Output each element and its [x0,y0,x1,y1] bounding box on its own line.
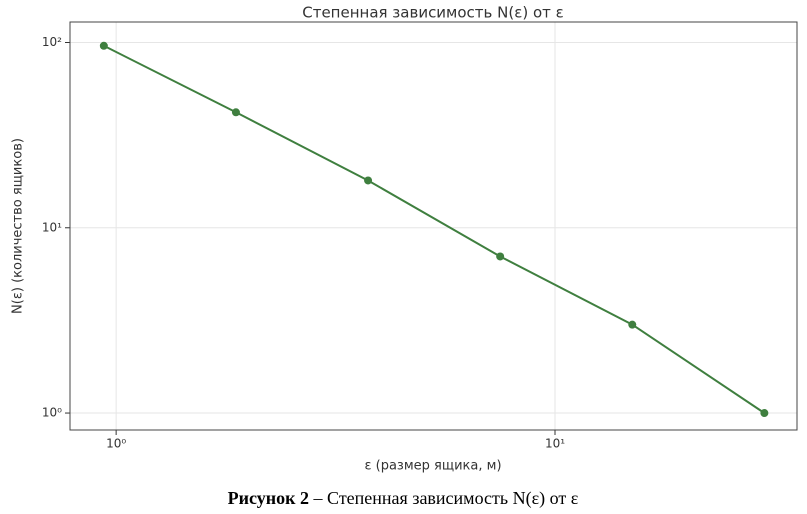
data-point [496,252,505,261]
data-point [628,320,637,329]
y-tick-label: 10¹ [42,220,62,234]
x-tick-label: 10⁰ [106,437,126,451]
caption-label: Рисунок 2 [228,488,309,508]
caption: Рисунок 2 – Степенная зависимость N(ε) о… [228,488,579,509]
x-tick-label: 10¹ [545,437,565,451]
data-point [99,41,108,50]
y-tick-label: 10² [42,35,62,49]
caption-text: – Степенная зависимость N(ε) от ε [313,488,579,509]
chart-title: Степенная зависимость N(ε) от ε [302,4,564,22]
data-point [760,409,769,418]
x-axis-label: ε (размер ящика, м) [364,459,501,474]
y-axis-label: N(ε) (количество ящиков) [11,138,26,314]
plot-frame [69,21,798,431]
y-tick-label: 10⁰ [42,406,62,420]
data-point [364,176,373,185]
series-line [103,44,765,414]
data-point [231,108,240,117]
